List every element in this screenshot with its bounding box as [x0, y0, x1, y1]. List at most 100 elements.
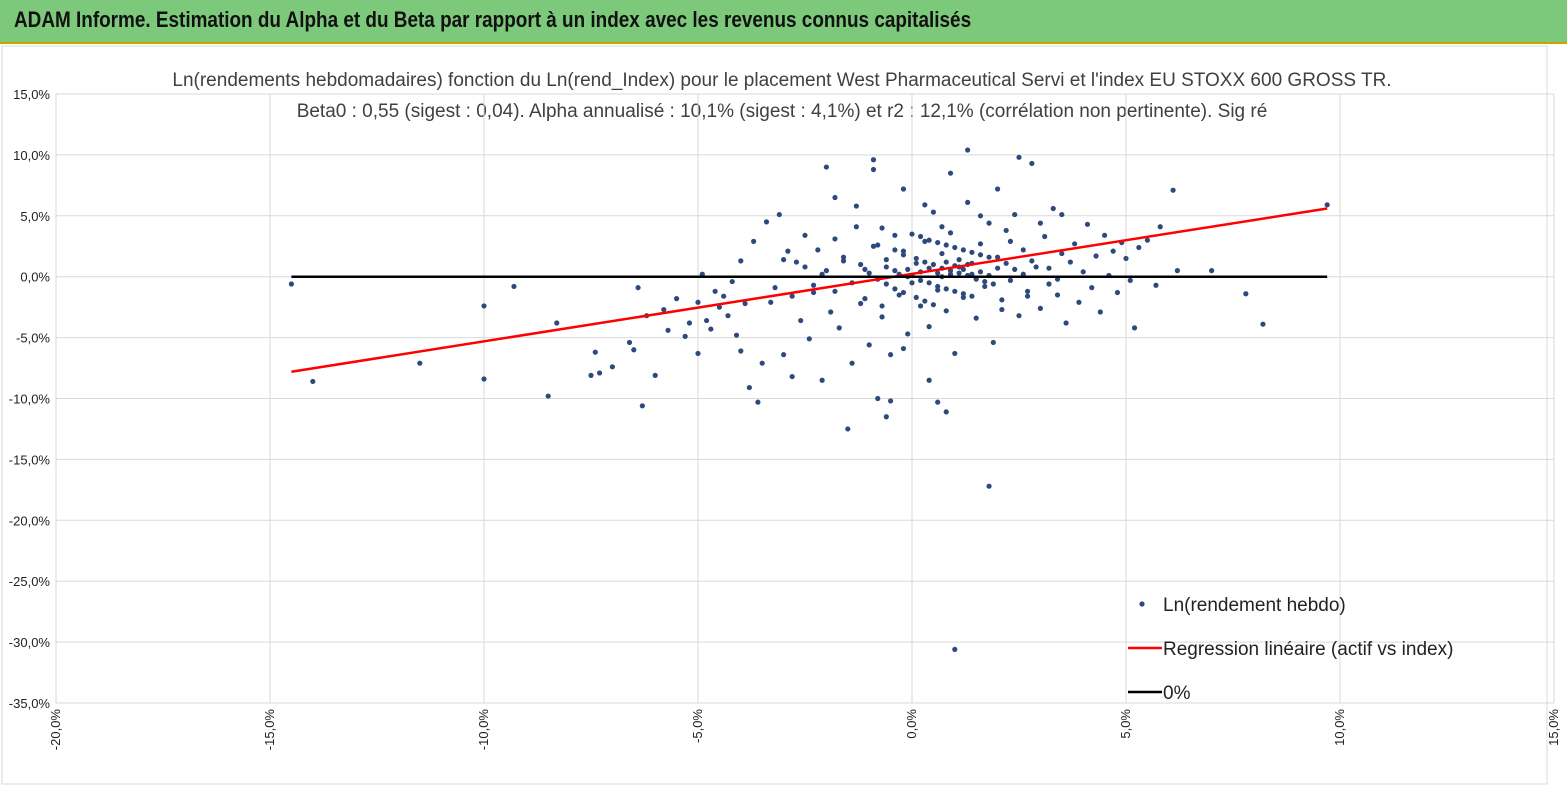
x-axis-ticks: -20,0% -15,0% -10,0% -5,0% 0,0% 5,0% 10,0% 15,0… [48, 709, 1561, 751]
data-point [888, 352, 894, 358]
data-point [1243, 291, 1249, 297]
data-point [810, 289, 817, 296]
data-point [1033, 264, 1039, 270]
data-point [977, 252, 984, 258]
data-point [849, 360, 855, 366]
data-point [935, 283, 941, 290]
data-point [695, 299, 701, 305]
y-tick-label: 15,0% [13, 87, 50, 102]
data-point [935, 399, 941, 405]
data-point [883, 264, 889, 270]
y-tick-label: 5,0% [20, 209, 50, 224]
data-point [840, 254, 847, 260]
data-point [840, 258, 847, 264]
data-point [1127, 277, 1133, 283]
legend-label-zero: 0% [1163, 683, 1191, 704]
data-point [828, 309, 834, 315]
data-point [832, 236, 838, 242]
data-point [755, 399, 761, 405]
data-point [802, 232, 808, 238]
x-tick-label: 15,0% [1546, 709, 1561, 746]
data-point [870, 166, 877, 173]
data-point [943, 409, 949, 415]
data-point [810, 282, 817, 288]
chart-subtitle: Beta0 : 0,55 (sigest : 0,04). Alpha annu… [297, 101, 1268, 122]
data-point [1029, 160, 1035, 167]
data-point [785, 248, 791, 254]
data-point [969, 249, 975, 255]
data-point [1016, 313, 1022, 319]
data-point [635, 285, 641, 291]
data-point [986, 220, 992, 226]
data-point [682, 333, 688, 339]
data-point [892, 232, 898, 238]
y-tick-label: -5,0% [16, 331, 50, 346]
data-point [977, 241, 984, 247]
data-point [511, 283, 517, 290]
grid-lines [55, 93, 1555, 704]
report-title: ADAM Informe. Estimation du Alpha et du … [14, 7, 972, 32]
data-point [823, 164, 830, 170]
x-tick-label: 10,0% [1332, 709, 1347, 746]
data-point [1063, 320, 1069, 326]
data-point [943, 259, 949, 265]
data-point [781, 352, 787, 358]
data-point [596, 370, 603, 376]
data-point [1076, 299, 1082, 305]
data-point [1153, 282, 1159, 288]
data-point [1020, 247, 1026, 253]
report-banner: ADAM Informe. Estimation du Alpha et du … [0, 0, 1567, 44]
data-point [776, 211, 782, 218]
chart-title: Ln(rendements hebdomadaires) fonction du… [172, 70, 1391, 91]
data-point [900, 345, 907, 352]
data-point [965, 147, 971, 153]
data-point [806, 336, 812, 342]
data-point [417, 360, 423, 366]
y-tick-label: -10,0% [9, 392, 51, 407]
data-point [481, 303, 487, 309]
data-point [947, 170, 954, 176]
data-point [832, 194, 838, 201]
data-point [883, 281, 889, 287]
data-point [695, 350, 701, 357]
data-point [712, 288, 718, 294]
data-point [990, 281, 996, 287]
x-tick-label: 0,0% [904, 709, 919, 739]
data-point [866, 342, 872, 348]
data-point [926, 280, 932, 286]
data-point [1110, 248, 1116, 254]
data-point [905, 266, 911, 272]
data-point [1024, 293, 1031, 299]
data-point [1093, 253, 1099, 259]
data-point [631, 347, 637, 353]
regression-line [291, 207, 1328, 373]
data-point [545, 393, 551, 399]
data-point [965, 199, 971, 206]
data-point [943, 286, 949, 292]
data-point [858, 261, 864, 268]
data-point [729, 278, 735, 285]
data-point [789, 293, 795, 299]
data-point [1072, 241, 1078, 247]
data-point [1114, 289, 1121, 296]
data-point [686, 320, 693, 326]
data-point [1003, 260, 1009, 266]
data-point [939, 250, 945, 257]
data-point [665, 327, 671, 333]
data-point [960, 266, 966, 272]
data-point [1007, 277, 1014, 283]
data-point [969, 293, 975, 299]
data-point [913, 260, 919, 266]
x-tick-label: -15,0% [262, 709, 277, 751]
data-point [875, 242, 881, 248]
data-point [626, 339, 633, 346]
data-point [1042, 233, 1048, 240]
data-point [738, 348, 744, 354]
data-point [1260, 321, 1266, 327]
y-axis-ticks: 15,0% 10,0% 5,0% 0,0% -5,0% -10,0% -15,0% -20,0… [9, 87, 51, 711]
data-point [1037, 220, 1043, 226]
data-point [952, 288, 958, 294]
data-point [1003, 227, 1009, 234]
data-point [917, 303, 924, 309]
data-point [952, 350, 958, 357]
